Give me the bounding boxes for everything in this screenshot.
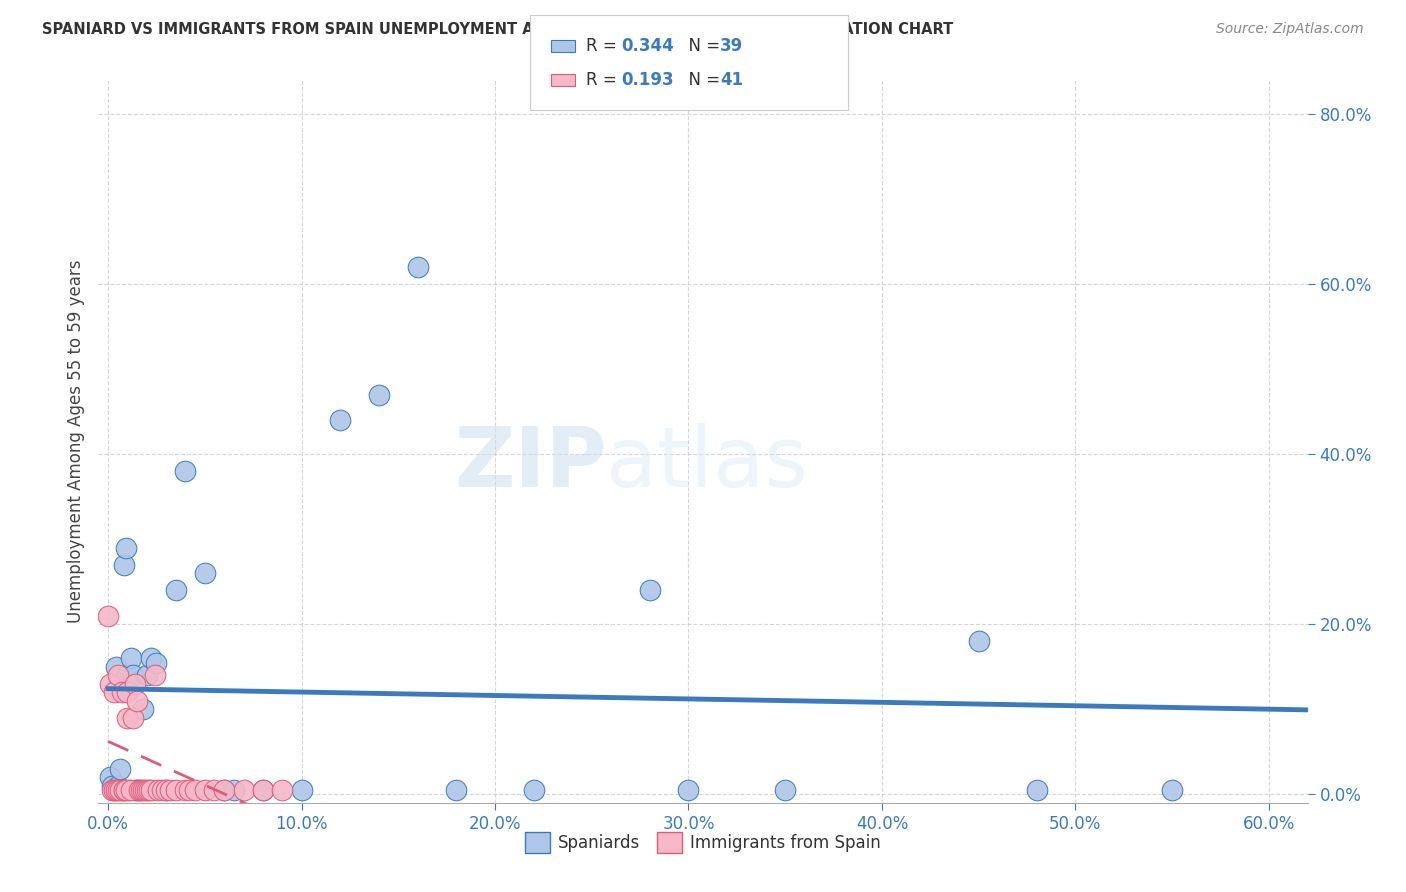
Point — [1025, 783, 1047, 797]
Point — [127, 783, 149, 797]
Text: Source: ZipAtlas.com: Source: ZipAtlas.com — [1216, 22, 1364, 37]
Point — [406, 260, 429, 275]
Point — [139, 783, 162, 797]
Text: 39: 39 — [720, 37, 744, 55]
Point — [165, 783, 187, 797]
Point — [139, 651, 162, 665]
Point — [174, 783, 197, 797]
Point — [194, 783, 217, 797]
Point — [117, 685, 139, 699]
Point — [232, 783, 254, 797]
Point — [1161, 783, 1184, 797]
Point — [179, 783, 201, 797]
Point — [148, 783, 170, 797]
Point — [222, 783, 245, 797]
Point — [98, 677, 121, 691]
Text: N =: N = — [678, 71, 725, 89]
Point — [104, 660, 127, 674]
Point — [114, 783, 136, 797]
Point — [129, 783, 152, 797]
Legend: Spaniards, Immigrants from Spain: Spaniards, Immigrants from Spain — [519, 826, 887, 860]
Point — [127, 694, 149, 708]
Point — [678, 783, 700, 797]
Point — [103, 685, 125, 699]
Text: N =: N = — [678, 37, 725, 55]
Point — [104, 783, 127, 797]
Point — [155, 783, 177, 797]
Point — [252, 783, 274, 797]
Point — [107, 779, 129, 793]
Point — [212, 783, 235, 797]
Point — [101, 779, 124, 793]
Point — [117, 668, 139, 682]
Point — [122, 668, 145, 682]
Point — [118, 783, 141, 797]
Point — [143, 668, 166, 682]
Point — [134, 783, 156, 797]
Point — [155, 783, 177, 797]
Point — [174, 464, 197, 478]
Point — [329, 413, 352, 427]
Point — [159, 783, 181, 797]
Point — [103, 783, 125, 797]
Point — [150, 783, 173, 797]
Point — [107, 668, 129, 682]
Point — [112, 558, 135, 572]
Point — [523, 783, 546, 797]
Text: R =: R = — [586, 71, 623, 89]
Point — [128, 783, 150, 797]
Point — [212, 783, 235, 797]
Point — [103, 783, 125, 797]
Point — [120, 651, 142, 665]
Point — [184, 783, 207, 797]
Point — [368, 388, 391, 402]
Point — [120, 783, 142, 797]
Text: 41: 41 — [720, 71, 742, 89]
Text: SPANIARD VS IMMIGRANTS FROM SPAIN UNEMPLOYMENT AMONG AGES 55 TO 59 YEARS CORRELA: SPANIARD VS IMMIGRANTS FROM SPAIN UNEMPL… — [42, 22, 953, 37]
Point — [107, 783, 129, 797]
Point — [98, 770, 121, 784]
Point — [204, 783, 226, 797]
Point — [111, 783, 134, 797]
Point — [101, 783, 124, 797]
Y-axis label: Unemployment Among Ages 55 to 59 years: Unemployment Among Ages 55 to 59 years — [66, 260, 84, 624]
Point — [124, 677, 146, 691]
Point — [145, 656, 167, 670]
Point — [132, 702, 155, 716]
Text: ZIP: ZIP — [454, 423, 606, 504]
Point — [111, 685, 134, 699]
Point — [638, 583, 661, 598]
Point — [773, 783, 796, 797]
Point — [124, 783, 146, 797]
Point — [128, 783, 150, 797]
Point — [271, 783, 294, 797]
Point — [967, 634, 990, 648]
Point — [135, 668, 157, 682]
Point — [114, 541, 136, 555]
Point — [108, 762, 131, 776]
Text: 0.344: 0.344 — [621, 37, 675, 55]
Point — [108, 783, 131, 797]
Point — [117, 711, 139, 725]
Point — [194, 566, 217, 581]
Point — [112, 783, 135, 797]
Point — [132, 783, 155, 797]
Text: 0.193: 0.193 — [621, 71, 673, 89]
Point — [165, 583, 187, 598]
Point — [97, 608, 120, 623]
Point — [138, 783, 160, 797]
Text: R =: R = — [586, 37, 623, 55]
Point — [290, 783, 312, 797]
Point — [122, 711, 145, 725]
Point — [135, 783, 157, 797]
Point — [112, 783, 135, 797]
Text: atlas: atlas — [606, 423, 808, 504]
Point — [252, 783, 274, 797]
Point — [446, 783, 468, 797]
